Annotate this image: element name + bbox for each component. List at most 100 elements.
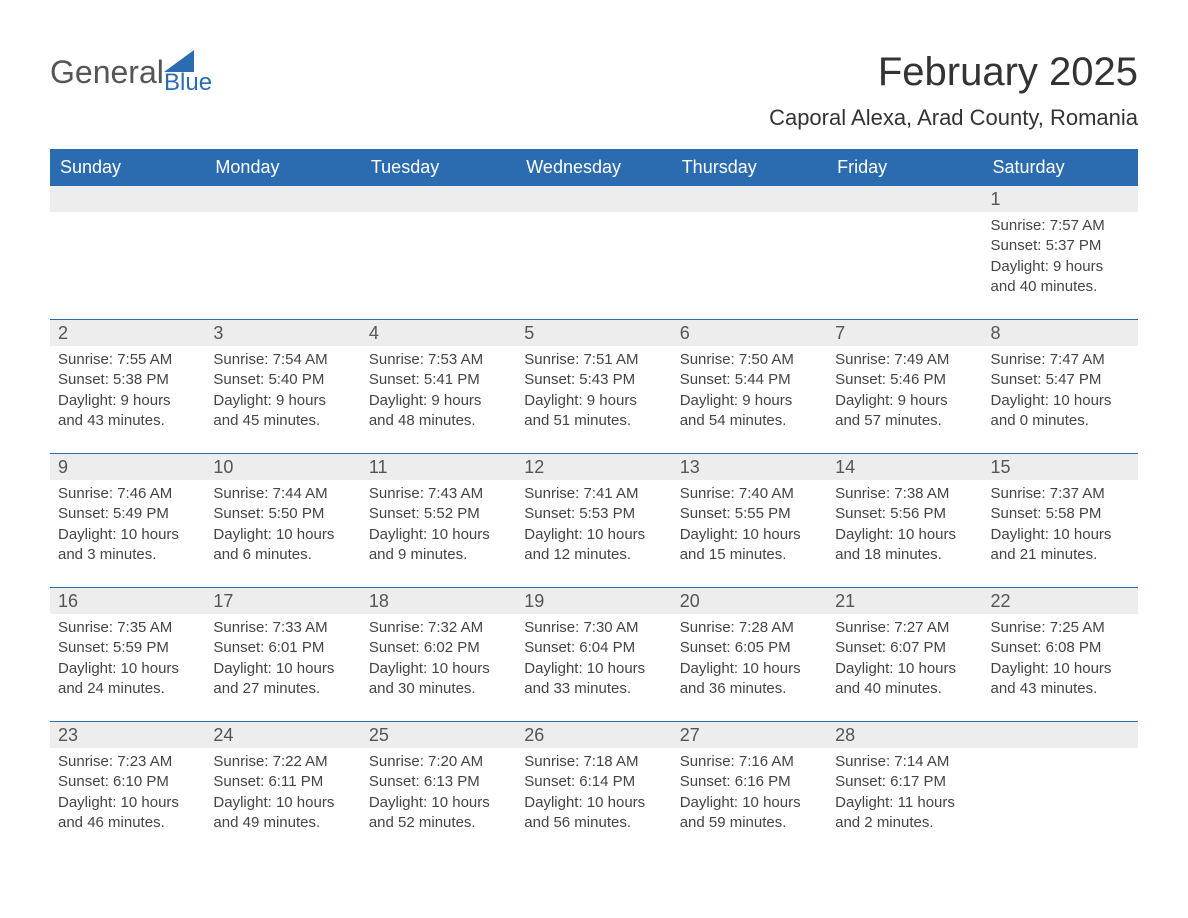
day-sr: Sunrise: 7:28 AM: [680, 618, 819, 638]
day-detail-row: Sunrise: 7:23 AMSunset: 6:10 PM Daylight:…: [50, 748, 1138, 855]
day-d1: Daylight: 10 hours: [680, 525, 819, 545]
day-sr: Sunrise: 7:23 AM: [58, 752, 197, 772]
day-sr: Sunrise: 7:47 AM: [991, 350, 1130, 370]
day-d1: Daylight: 10 hours: [213, 793, 352, 813]
day-d1: Daylight: 9 hours: [991, 257, 1130, 277]
weekday-header: Friday: [827, 149, 982, 186]
day-d2: and 6 minutes.: [213, 545, 352, 565]
day-number-cell: 1: [983, 186, 1138, 212]
day-ss: Sunset: 5:50 PM: [213, 504, 352, 524]
day-ss: Sunset: 6:10 PM: [58, 772, 197, 792]
day-ss: Sunset: 5:43 PM: [524, 370, 663, 390]
day-sr: Sunrise: 7:16 AM: [680, 752, 819, 772]
day-number-row: 16171819202122: [50, 588, 1138, 614]
day-number-cell: 13: [672, 454, 827, 480]
day-d2: and 43 minutes.: [991, 679, 1130, 699]
header: General Blue February 2025 Caporal Alexa…: [50, 50, 1138, 131]
day-number-cell: [205, 186, 360, 212]
day-d1: Daylight: 10 hours: [524, 659, 663, 679]
day-number-cell: 20: [672, 588, 827, 614]
weekday-header: Thursday: [672, 149, 827, 186]
day-number-cell: 14: [827, 454, 982, 480]
day-d1: Daylight: 9 hours: [680, 391, 819, 411]
day-sr: Sunrise: 7:20 AM: [369, 752, 508, 772]
day-number-row: 9101112131415: [50, 454, 1138, 480]
day-number-cell: 22: [983, 588, 1138, 614]
day-detail-cell: Sunrise: 7:53 AMSunset: 5:41 PMDaylight:…: [361, 346, 516, 454]
day-d2: and 24 minutes.: [58, 679, 197, 699]
day-detail-cell: [50, 212, 205, 320]
day-d2: and 40 minutes.: [991, 277, 1130, 297]
day-ss: Sunset: 5:56 PM: [835, 504, 974, 524]
day-detail-cell: Sunrise: 7:50 AMSunset: 5:44 PMDaylight:…: [672, 346, 827, 454]
day-detail-cell: Sunrise: 7:22 AMSunset: 6:11 PMDaylight:…: [205, 748, 360, 855]
day-ss: Sunset: 6:17 PM: [835, 772, 974, 792]
day-detail-cell: [205, 212, 360, 320]
day-number-cell: 12: [516, 454, 671, 480]
day-detail-cell: Sunrise: 7:41 AMSunset: 5:53 PMDaylight:…: [516, 480, 671, 588]
day-detail-cell: [827, 212, 982, 320]
day-number-cell: 23: [50, 722, 205, 748]
day-ss: Sunset: 6:04 PM: [524, 638, 663, 658]
day-d2: and 40 minutes.: [835, 679, 974, 699]
day-detail-cell: Sunrise: 7:16 AMSunset: 6:16 PMDaylight:…: [672, 748, 827, 855]
day-number-cell: 18: [361, 588, 516, 614]
day-sr: Sunrise: 7:14 AM: [835, 752, 974, 772]
day-ss: Sunset: 6:08 PM: [991, 638, 1130, 658]
day-detail-row: Sunrise: 7:57 AMSunset: 5:37 PMDaylight:…: [50, 212, 1138, 320]
day-sr: Sunrise: 7:38 AM: [835, 484, 974, 504]
day-number-cell: 21: [827, 588, 982, 614]
day-d1: Daylight: 10 hours: [991, 659, 1130, 679]
day-d2: and 49 minutes.: [213, 813, 352, 833]
day-d1: Daylight: 9 hours: [524, 391, 663, 411]
day-d1: Daylight: 10 hours: [524, 525, 663, 545]
day-number-cell: 7: [827, 320, 982, 346]
calendar-table: Sunday Monday Tuesday Wednesday Thursday…: [50, 149, 1138, 855]
calendar-body: 1Sunrise: 7:57 AMSunset: 5:37 PMDaylight…: [50, 186, 1138, 855]
day-detail-cell: Sunrise: 7:54 AMSunset: 5:40 PMDaylight:…: [205, 346, 360, 454]
day-ss: Sunset: 5:53 PM: [524, 504, 663, 524]
day-d2: and 18 minutes.: [835, 545, 974, 565]
day-d2: and 56 minutes.: [524, 813, 663, 833]
day-ss: Sunset: 5:38 PM: [58, 370, 197, 390]
day-d1: Daylight: 10 hours: [213, 525, 352, 545]
day-sr: Sunrise: 7:57 AM: [991, 216, 1130, 236]
day-number-cell: 3: [205, 320, 360, 346]
day-detail-cell: Sunrise: 7:27 AMSunset: 6:07 PMDaylight:…: [827, 614, 982, 722]
day-d1: Daylight: 10 hours: [369, 525, 508, 545]
title-block: February 2025 Caporal Alexa, Arad County…: [769, 50, 1138, 131]
day-d2: and 52 minutes.: [369, 813, 508, 833]
day-d2: and 21 minutes.: [991, 545, 1130, 565]
day-d1: Daylight: 10 hours: [835, 525, 974, 545]
day-number-row: 2345678: [50, 320, 1138, 346]
day-d2: and 46 minutes.: [58, 813, 197, 833]
day-sr: Sunrise: 7:37 AM: [991, 484, 1130, 504]
day-sr: Sunrise: 7:35 AM: [58, 618, 197, 638]
day-ss: Sunset: 6:01 PM: [213, 638, 352, 658]
day-d1: Daylight: 10 hours: [680, 659, 819, 679]
weekday-header: Wednesday: [516, 149, 671, 186]
day-number-cell: 25: [361, 722, 516, 748]
day-d2: and 9 minutes.: [369, 545, 508, 565]
day-number-cell: 26: [516, 722, 671, 748]
day-detail-cell: Sunrise: 7:43 AMSunset: 5:52 PMDaylight:…: [361, 480, 516, 588]
day-detail-row: Sunrise: 7:55 AMSunset: 5:38 PMDaylight:…: [50, 346, 1138, 454]
day-sr: Sunrise: 7:53 AM: [369, 350, 508, 370]
day-detail-cell: Sunrise: 7:57 AMSunset: 5:37 PMDaylight:…: [983, 212, 1138, 320]
day-detail-cell: Sunrise: 7:47 AMSunset: 5:47 PMDaylight:…: [983, 346, 1138, 454]
day-detail-row: Sunrise: 7:35 AMSunset: 5:59 PMDaylight:…: [50, 614, 1138, 722]
day-detail-cell: Sunrise: 7:23 AMSunset: 6:10 PMDaylight:…: [50, 748, 205, 855]
day-number-cell: [983, 722, 1138, 748]
day-d1: Daylight: 10 hours: [680, 793, 819, 813]
day-d2: and 33 minutes.: [524, 679, 663, 699]
day-sr: Sunrise: 7:30 AM: [524, 618, 663, 638]
day-number-cell: 9: [50, 454, 205, 480]
day-detail-cell: [672, 212, 827, 320]
day-d1: Daylight: 10 hours: [369, 793, 508, 813]
day-d2: and 48 minutes.: [369, 411, 508, 431]
day-detail-cell: Sunrise: 7:35 AMSunset: 5:59 PMDaylight:…: [50, 614, 205, 722]
day-sr: Sunrise: 7:54 AM: [213, 350, 352, 370]
day-detail-cell: Sunrise: 7:32 AMSunset: 6:02 PMDaylight:…: [361, 614, 516, 722]
day-d2: and 0 minutes.: [991, 411, 1130, 431]
day-ss: Sunset: 6:16 PM: [680, 772, 819, 792]
